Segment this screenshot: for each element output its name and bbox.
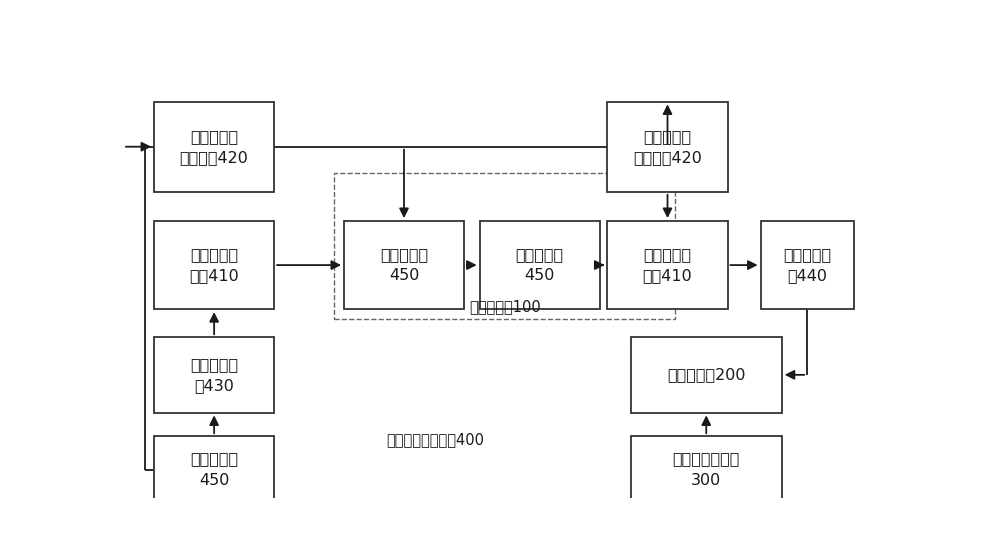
Text: 进气涡流风
机430: 进气涡流风 机430 — [190, 357, 238, 393]
Text: 呼吸代谢舱100: 呼吸代谢舱100 — [469, 300, 541, 315]
Bar — [334, 173, 675, 319]
Text: 空气过滤器
450: 空气过滤器 450 — [190, 452, 238, 487]
Text: 空气过滤器
450: 空气过滤器 450 — [516, 247, 564, 283]
Text: 气体浮子流
量计410: 气体浮子流 量计410 — [189, 247, 239, 283]
Bar — [607, 102, 728, 192]
Bar — [154, 337, 274, 413]
Text: 进、排气装置系统400: 进、排气装置系统400 — [386, 432, 484, 447]
Bar — [607, 221, 728, 309]
Text: 电子气体流
量传感器420: 电子气体流 量传感器420 — [180, 129, 249, 165]
Text: 气体分析仲200: 气体分析仲200 — [667, 367, 746, 382]
Text: 排气涡流风
机440: 排气涡流风 机440 — [783, 247, 831, 283]
Bar — [154, 436, 274, 503]
Bar — [154, 102, 274, 192]
Bar — [631, 436, 782, 503]
Text: 空气过滤器
450: 空气过滤器 450 — [380, 247, 428, 283]
Bar — [154, 221, 274, 309]
Bar — [344, 221, 464, 309]
Bar — [761, 221, 854, 309]
Text: 气体浮子流
量计410: 气体浮子流 量计410 — [643, 247, 692, 283]
Text: 数据采集控制仲
300: 数据采集控制仲 300 — [673, 452, 740, 487]
Bar — [480, 221, 600, 309]
Bar — [631, 337, 782, 413]
Text: 电子气体流
量传感器420: 电子气体流 量传感器420 — [633, 129, 702, 165]
